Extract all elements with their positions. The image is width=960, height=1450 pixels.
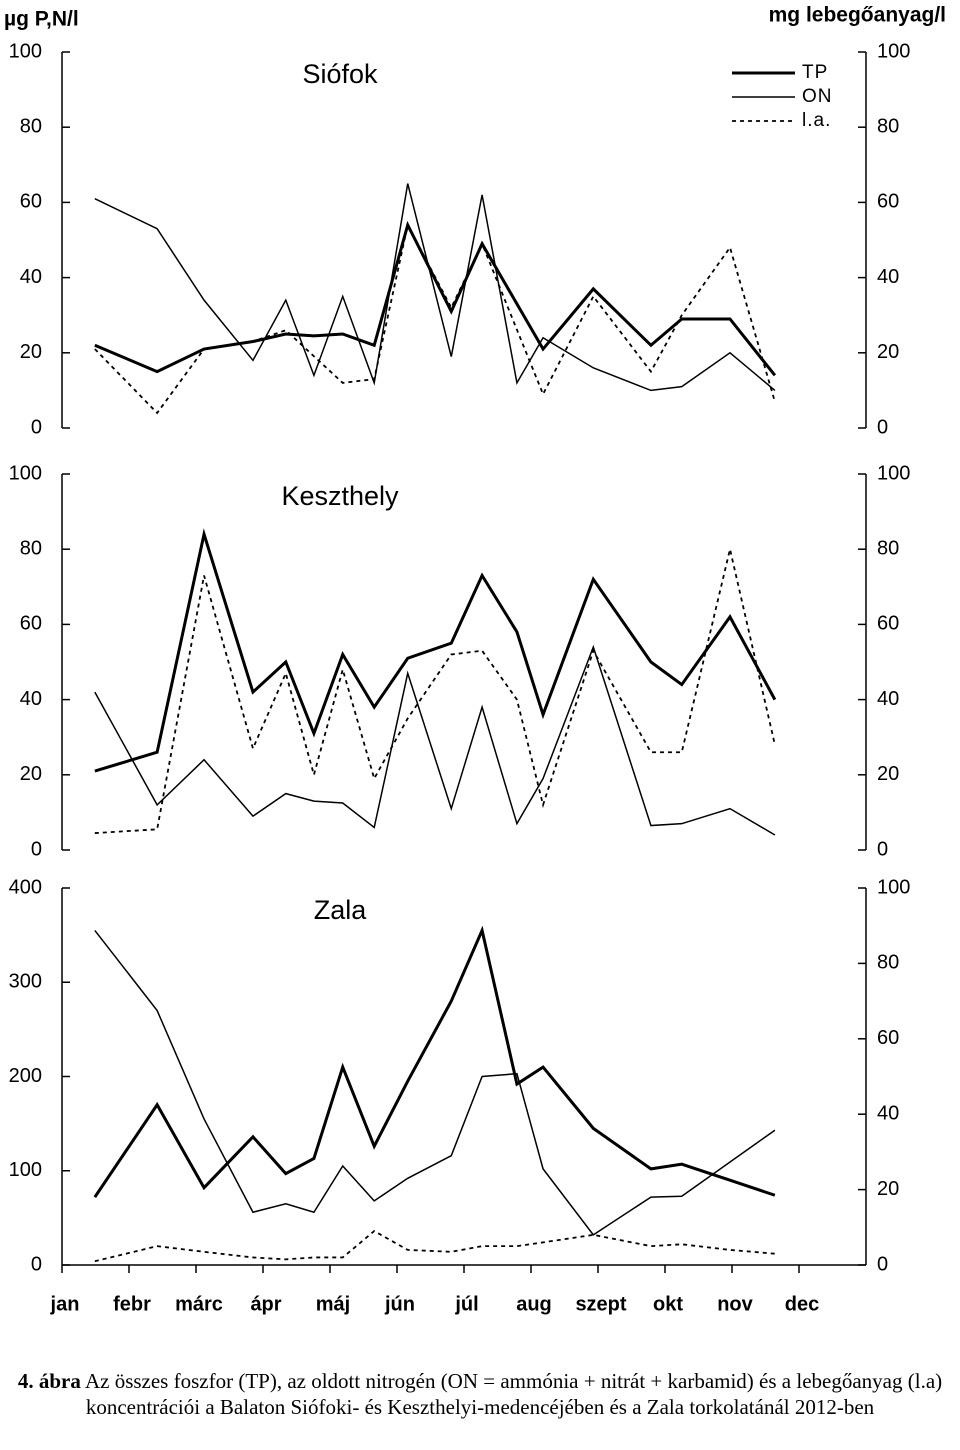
y2-axis-label: mg lebegőanyag/l	[769, 4, 946, 27]
chart: µg P,N/l mg lebegőanyag/l 0 20 40 60 80 100 0 2…	[4, 4, 946, 1316]
y2-tick-label: 40	[877, 1102, 899, 1124]
y2-tick-label: 40	[877, 266, 899, 288]
y-tick-label: 100	[9, 462, 42, 484]
y2-tick-label: 60	[877, 1027, 899, 1049]
series-line	[94, 644, 776, 836]
x-tick-label: jún	[384, 1293, 415, 1315]
caption-lead: 4. ábra	[17, 1369, 81, 1393]
legend-label: ON	[802, 86, 833, 107]
series-line	[94, 528, 777, 773]
x-tick-label: márc	[175, 1293, 223, 1315]
y2-tick-label: 40	[877, 688, 899, 710]
y-tick-label: 0	[31, 416, 42, 438]
y-tick-label: 40	[20, 266, 42, 288]
y2-tick-label: 20	[877, 341, 899, 363]
panel-title: Siófok	[302, 59, 378, 89]
legend-label: l.a.	[802, 110, 831, 131]
series-line	[94, 548, 776, 834]
y2-tick-label: 100	[877, 462, 910, 484]
y-tick-label: 20	[20, 341, 42, 363]
y2-tick-label: 0	[877, 838, 888, 860]
y2-tick-label: 80	[877, 952, 899, 974]
x-tick-label: jan	[50, 1293, 80, 1315]
series-line	[94, 222, 776, 415]
x-tick-label: szept	[575, 1293, 626, 1315]
y2-tick-label: 20	[877, 763, 899, 785]
y-tick-label: 0	[31, 1253, 42, 1275]
series-line	[94, 1229, 775, 1263]
x-tick-label: máj	[316, 1293, 350, 1315]
y-tick-label: 80	[20, 115, 42, 137]
caption-text: Az összes foszfor (TP), az oldott nitrog…	[84, 1369, 943, 1419]
y2-tick-label: 80	[877, 537, 899, 559]
y-tick-label: 100	[9, 40, 42, 62]
x-tick-label: júl	[454, 1293, 478, 1315]
y-tick-label: 100	[9, 1159, 42, 1181]
y2-tick-label: 0	[877, 416, 888, 438]
y2-tick-label: 20	[877, 1178, 899, 1200]
series-line	[94, 220, 777, 377]
x-tick-label: febr	[113, 1293, 151, 1315]
y2-tick-label: 0	[877, 1253, 888, 1275]
series-line	[94, 929, 776, 1236]
y2-tick-label: 60	[877, 191, 899, 213]
x-tick-label: dec	[785, 1293, 819, 1315]
y-tick-label: 20	[20, 763, 42, 785]
panel-title: Zala	[314, 895, 368, 925]
x-tick-label: aug	[516, 1293, 552, 1315]
y-tick-label: 40	[20, 688, 42, 710]
legend-label: TP	[802, 62, 828, 83]
panel-title: Keszthely	[281, 481, 399, 511]
series-line	[94, 183, 776, 392]
y2-tick-label: 100	[877, 40, 910, 62]
x-tick-label: okt	[653, 1293, 683, 1315]
y-tick-label: 0	[31, 838, 42, 860]
y-axis-label: µg P,N/l	[4, 8, 79, 31]
series-line	[93, 925, 776, 1198]
y-tick-label: 300	[9, 971, 42, 993]
caption: 4. ábra Az összes foszfor (TP), az oldot…	[0, 1368, 960, 1420]
y-tick-label: 200	[9, 1065, 42, 1087]
x-tick-label: nov	[717, 1293, 753, 1315]
y-tick-label: 60	[20, 191, 42, 213]
y-tick-label: 400	[9, 876, 42, 898]
y2-tick-label: 80	[877, 115, 899, 137]
y-tick-label: 60	[20, 613, 42, 635]
y2-tick-label: 60	[877, 613, 899, 635]
x-tick-label: ápr	[250, 1293, 281, 1315]
y2-tick-label: 100	[877, 876, 910, 898]
y-tick-label: 80	[20, 537, 42, 559]
